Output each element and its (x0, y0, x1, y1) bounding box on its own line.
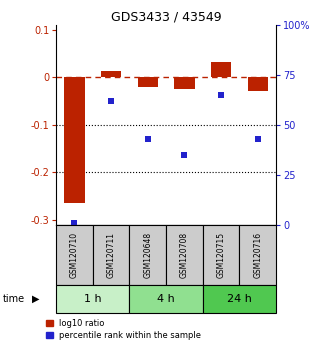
Bar (101, 72, 121, 77)
Bar (248, 77, 268, 91)
Text: GSM120716: GSM120716 (253, 232, 262, 278)
Legend: log10 ratio, percentile rank within the sample: log10 ratio, percentile rank within the … (46, 319, 201, 340)
Bar (239, 225, 276, 285)
Title: GDS3433 / 43549: GDS3433 / 43549 (111, 11, 221, 24)
Point (182, 152, 187, 158)
Text: 24 h: 24 h (227, 294, 252, 304)
Bar (203, 285, 276, 313)
Bar (166, 225, 203, 285)
Text: GSM120708: GSM120708 (180, 232, 189, 278)
Point (145, 136, 150, 142)
Text: GSM120711: GSM120711 (107, 232, 116, 278)
Bar (56, 285, 129, 313)
Text: ▶: ▶ (32, 294, 39, 304)
Bar (56, 225, 93, 285)
Point (255, 136, 260, 142)
Bar (211, 62, 231, 77)
Text: 1 h: 1 h (84, 294, 102, 304)
Text: GSM120648: GSM120648 (143, 232, 152, 278)
Text: GSM120715: GSM120715 (217, 232, 226, 278)
Bar (174, 77, 195, 89)
Bar (138, 77, 158, 87)
Bar (203, 225, 239, 285)
Bar (129, 225, 166, 285)
Point (108, 98, 114, 104)
Bar (93, 225, 129, 285)
Bar (129, 285, 203, 313)
Text: time: time (3, 294, 25, 304)
Point (72, 220, 77, 225)
Bar (65, 77, 84, 203)
Text: GSM120710: GSM120710 (70, 232, 79, 278)
Point (219, 92, 224, 98)
Text: 4 h: 4 h (157, 294, 175, 304)
